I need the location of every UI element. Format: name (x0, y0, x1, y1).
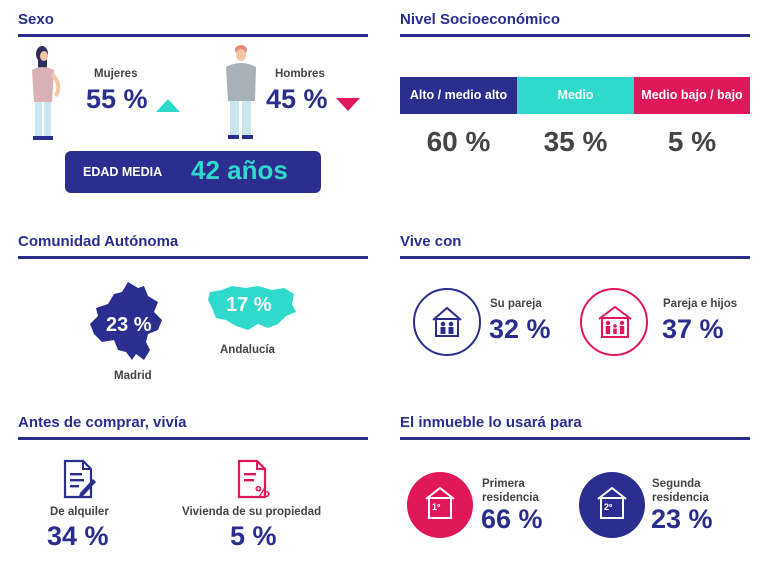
segunda-badge: 2º (604, 502, 613, 512)
band-alto: Alto / medio alto (400, 77, 517, 114)
hombres-value: 45 % (266, 84, 328, 114)
man-figure-icon (226, 45, 256, 139)
pareja-ring (413, 288, 481, 356)
trend-up-icon (156, 99, 180, 112)
propiedad-value: 5 % (230, 521, 277, 551)
alquiler-label: De alquiler (50, 506, 109, 518)
hombres-label: Hombres (275, 68, 325, 80)
segunda-label-1: Segunda (652, 478, 701, 490)
vive-rule (400, 256, 750, 259)
madrid-map-icon (90, 282, 162, 360)
mujeres-label: Mujeres (94, 68, 138, 80)
antes-rule (18, 437, 368, 440)
primera-badge: 1º (432, 502, 441, 512)
band-bajo: Medio bajo / bajo (634, 77, 750, 114)
antes-title: Antes de comprar, vivía (18, 414, 187, 431)
andalucia-map-icon (208, 286, 296, 330)
rental-document-icon (63, 459, 96, 499)
comunidad-rule (18, 256, 368, 259)
trend-down-icon (336, 98, 360, 111)
comunidad-title: Comunidad Autónoma (18, 233, 179, 250)
hijos-label: Pareja e hijos (663, 298, 738, 310)
nivel-title: Nivel Socioeconómico (400, 11, 561, 28)
alquiler-value: 34 % (47, 521, 109, 551)
andalucia-value: 17 % (226, 294, 272, 316)
primera-label-1: Primera (482, 478, 525, 490)
primera-value: 66 % (481, 504, 543, 534)
hijos-value: 37 % (662, 314, 724, 344)
madrid-value: 23 % (106, 314, 152, 336)
sexo-rule (18, 34, 368, 37)
medio-value: 35 % (543, 126, 608, 157)
pareja-value: 32 % (489, 314, 551, 344)
edad-media-box: EDAD MEDIA 42 años (65, 151, 321, 193)
mujeres-value: 55 % (86, 84, 148, 114)
alto-value: 60 % (426, 126, 491, 157)
pareja-label: Su pareja (490, 298, 542, 310)
svg-text:%: % (255, 483, 270, 499)
family-house-icon (598, 305, 632, 338)
uso-rule (400, 437, 750, 440)
andalucia-label: Andalucía (220, 344, 275, 356)
primera-disc: 1º (407, 472, 473, 538)
madrid-label: Madrid (114, 370, 152, 382)
couple-house-icon (432, 306, 462, 337)
owned-document-icon: % (237, 459, 270, 499)
woman-figure-icon (32, 46, 61, 140)
bajo-value: 5 % (667, 126, 717, 157)
edad-media-value: 42 años (191, 155, 288, 185)
home-icon (425, 486, 455, 519)
home-icon (597, 486, 627, 519)
hijos-ring (580, 288, 648, 356)
edad-media-label: EDAD MEDIA (83, 165, 163, 179)
segunda-disc: 2º (579, 472, 645, 538)
propiedad-label: Vivienda de su propiedad (182, 506, 322, 518)
segunda-label-2: residencia (652, 492, 709, 504)
uso-title: El inmueble lo usará para (400, 414, 582, 431)
primera-label-2: residencia (482, 492, 539, 504)
segunda-value: 23 % (651, 504, 713, 534)
nivel-rule (400, 34, 750, 37)
sexo-title: Sexo (18, 11, 54, 28)
band-medio: Medio (517, 77, 634, 114)
vive-title: Vive con (400, 233, 462, 250)
